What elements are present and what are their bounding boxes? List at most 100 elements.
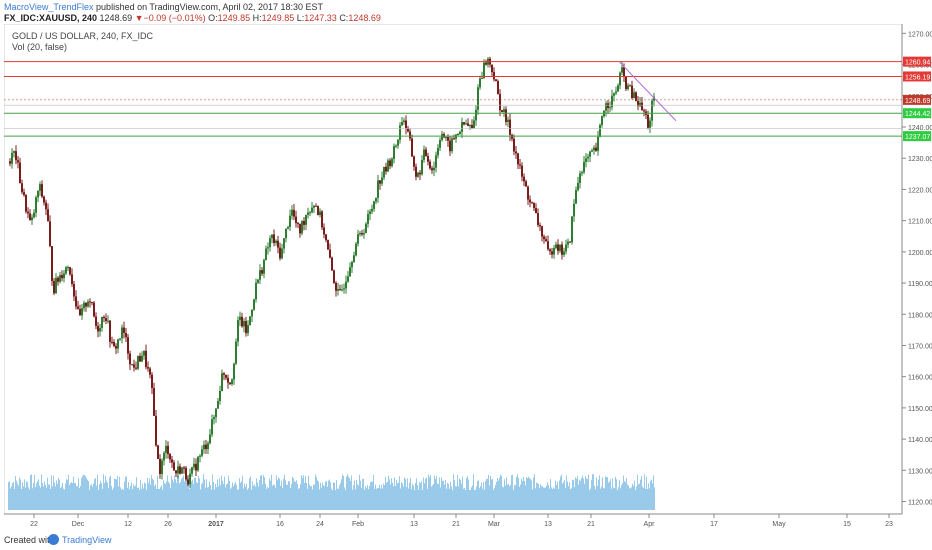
candle-body bbox=[527, 186, 529, 200]
volume-bar bbox=[44, 481, 45, 510]
volume-bar bbox=[426, 477, 427, 510]
volume-bar bbox=[500, 474, 501, 510]
volume-bar bbox=[33, 483, 34, 510]
volume-bar bbox=[89, 489, 90, 510]
candle-body bbox=[577, 182, 579, 191]
candle-body bbox=[217, 401, 219, 409]
volume-bar bbox=[422, 489, 423, 510]
candle-body bbox=[505, 109, 507, 122]
volume-bar bbox=[116, 479, 117, 510]
volume-bar bbox=[343, 476, 344, 510]
candle-body bbox=[313, 205, 315, 208]
volume-bar bbox=[439, 477, 440, 510]
volume-bar bbox=[401, 482, 402, 510]
volume-bar bbox=[48, 484, 49, 510]
volume-bar bbox=[470, 489, 471, 510]
volume-bar bbox=[595, 489, 596, 510]
candle-body bbox=[393, 146, 395, 159]
price-chart[interactable]: 1120.00 1130.00 1140.00 1150.00 1160.00 1170.… bbox=[4, 24, 932, 530]
candle-body bbox=[25, 195, 27, 212]
volume-bar bbox=[633, 485, 634, 510]
candle-body bbox=[267, 247, 269, 249]
volume-bar bbox=[176, 482, 177, 510]
candle-body bbox=[379, 180, 381, 184]
candle-body bbox=[613, 93, 615, 96]
volume-bar bbox=[487, 478, 488, 510]
volume-bar bbox=[71, 482, 72, 510]
candle-body bbox=[375, 197, 377, 202]
volume-bar bbox=[405, 478, 406, 510]
candle-body bbox=[111, 341, 113, 343]
volume-bar bbox=[165, 484, 166, 510]
candle-body bbox=[131, 364, 133, 366]
volume-bar bbox=[428, 474, 429, 510]
candle-body bbox=[553, 248, 555, 255]
volume-bar bbox=[219, 478, 220, 510]
volume-bar bbox=[337, 488, 338, 510]
candle-body bbox=[263, 259, 265, 274]
candle-body bbox=[355, 243, 357, 256]
price-tick-label: 1190.00 bbox=[908, 281, 932, 288]
candle-body bbox=[587, 156, 589, 159]
volume-bar bbox=[525, 485, 526, 510]
volume-bar bbox=[443, 480, 444, 510]
volume-bar bbox=[130, 485, 131, 510]
volume-bar bbox=[245, 486, 246, 510]
candle-body bbox=[63, 273, 65, 279]
candle-body bbox=[69, 267, 71, 275]
volume-bar bbox=[39, 485, 40, 510]
volume-bar bbox=[224, 476, 225, 510]
candle-body bbox=[139, 355, 141, 362]
volume-bar bbox=[378, 487, 379, 510]
author-link[interactable]: MacroView_TrendFlex bbox=[4, 2, 94, 12]
volume-bar bbox=[485, 481, 486, 510]
volume-bar bbox=[638, 484, 639, 510]
volume-bar bbox=[96, 485, 97, 510]
volume-bar bbox=[532, 489, 533, 510]
candle-body bbox=[335, 282, 337, 291]
candle-body bbox=[549, 249, 551, 252]
volume-bar bbox=[110, 475, 111, 510]
candle-body bbox=[235, 341, 237, 364]
volume-bar bbox=[67, 479, 68, 510]
volume-bar bbox=[410, 477, 411, 510]
volume-bar bbox=[436, 476, 437, 510]
volume-bar bbox=[463, 488, 464, 510]
candle-body bbox=[347, 276, 349, 282]
candle-body bbox=[75, 296, 77, 307]
candle-body bbox=[275, 240, 277, 243]
volume-bar bbox=[420, 483, 421, 510]
volume-bar bbox=[652, 483, 653, 510]
volume-bar bbox=[574, 487, 575, 510]
tradingview-brand-link[interactable]: TradingView bbox=[62, 535, 112, 545]
candle-body bbox=[21, 183, 23, 193]
candle-body bbox=[631, 85, 633, 98]
volume-bar bbox=[126, 476, 127, 510]
chart-area[interactable]: 1120.00 1130.00 1140.00 1150.00 1160.00 1170.… bbox=[4, 24, 932, 530]
candle-body bbox=[427, 155, 429, 162]
volume-bar bbox=[303, 475, 304, 510]
volume-bar bbox=[15, 475, 16, 510]
candle-body bbox=[179, 466, 181, 474]
candle-body bbox=[125, 333, 127, 338]
price-tick-label: 1240.00 bbox=[908, 125, 932, 132]
volume-bar bbox=[115, 478, 116, 510]
volume-bar bbox=[558, 488, 559, 510]
volume-bar bbox=[123, 489, 124, 510]
volume-bar bbox=[297, 483, 298, 510]
time-tick-label: 23 bbox=[885, 521, 893, 528]
low-value: 1247.33 bbox=[304, 13, 337, 23]
candle-body bbox=[509, 119, 511, 135]
candle-body bbox=[563, 251, 565, 255]
volume-bar bbox=[377, 487, 378, 510]
volume-bar bbox=[354, 480, 355, 510]
volume-bar bbox=[511, 475, 512, 510]
volume-bar bbox=[460, 479, 461, 510]
candle-body bbox=[619, 72, 621, 86]
volume-bar bbox=[311, 486, 312, 510]
candle-body bbox=[213, 417, 215, 420]
candle-body bbox=[363, 233, 365, 235]
volume-bar bbox=[402, 483, 403, 510]
volume-bar bbox=[597, 485, 598, 510]
volume-bar bbox=[131, 482, 132, 510]
